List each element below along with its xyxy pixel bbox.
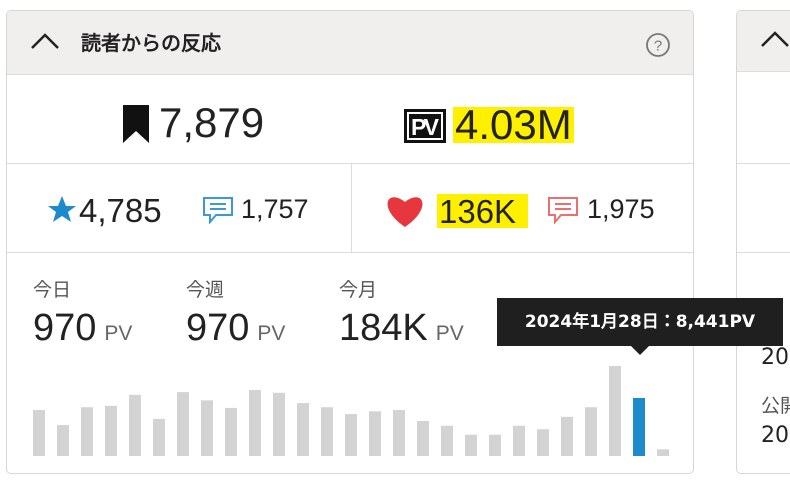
stat-value: 184K (339, 307, 428, 349)
side-value: 20 (761, 345, 789, 370)
bar[interactable] (561, 416, 573, 456)
panel-header (7, 11, 693, 75)
stat-label: 今月 (339, 279, 378, 301)
bar[interactable] (609, 366, 621, 456)
bar[interactable] (81, 407, 93, 456)
help-icon[interactable]: ? (645, 32, 671, 58)
bar[interactable] (297, 403, 309, 456)
daily-pv-chart (33, 366, 669, 456)
side-value: 20 (761, 423, 789, 448)
stat-label: 今日 (33, 279, 72, 301)
star-icon (48, 196, 76, 222)
bar[interactable] (57, 425, 69, 456)
bar[interactable] (273, 392, 285, 456)
collapse-icon[interactable] (29, 31, 63, 53)
stat-label: 今週 (186, 279, 225, 301)
bookmark-count: 7,879 (159, 99, 265, 146)
bar[interactable] (105, 405, 117, 456)
divider (7, 163, 693, 164)
bar[interactable] (657, 449, 669, 456)
bar[interactable] (513, 425, 525, 456)
svg-text:PV: PV (411, 114, 440, 140)
panel-header (737, 11, 790, 72)
bar[interactable] (369, 411, 381, 456)
tooltip-arrow (630, 345, 650, 355)
panel-title: 読者からの反応 (81, 31, 221, 55)
bar[interactable] (441, 425, 453, 456)
pv-count: 4.03M (453, 101, 574, 148)
comment-icon (548, 197, 578, 224)
divider (351, 163, 352, 252)
bar[interactable] (201, 400, 213, 456)
comment-icon (203, 197, 233, 224)
bar[interactable] (345, 414, 357, 456)
tooltip: 2024年1月28日：8,441PV (497, 298, 783, 346)
bar[interactable] (417, 420, 429, 456)
bar[interactable] (225, 407, 237, 456)
divider (7, 252, 693, 253)
bar[interactable] (489, 434, 501, 456)
heart-icon (387, 197, 423, 227)
stat-row: 184K PV (339, 305, 464, 351)
stat-row: 970 PV (33, 305, 132, 351)
stat-row: 970 PV (186, 305, 285, 351)
like-count: 136K (437, 194, 529, 230)
side-label: 公開 (761, 395, 790, 417)
like-comment-count: 1,975 (587, 194, 655, 224)
bar[interactable] (321, 407, 333, 456)
bar[interactable] (393, 409, 405, 456)
bar[interactable] (537, 429, 549, 456)
collapse-icon[interactable] (759, 29, 790, 51)
bar[interactable] (177, 392, 189, 456)
bar[interactable] (33, 409, 45, 456)
star-comment-count: 1,757 (241, 194, 309, 224)
divider (737, 252, 790, 253)
stat-unit: PV (435, 322, 464, 345)
stat-value: 970 (33, 307, 97, 349)
bar[interactable] (153, 418, 165, 456)
bar[interactable] (465, 434, 477, 456)
pv-icon: PV (404, 109, 446, 143)
side-panel: 統 20 公開 20 (736, 10, 790, 474)
stat-unit: PV (257, 322, 286, 345)
stat-value: 970 (186, 307, 250, 349)
star-count: 4,785 (79, 192, 162, 229)
divider (737, 163, 790, 164)
svg-text:?: ? (654, 38, 662, 55)
bookmark-icon (123, 105, 149, 143)
reactions-panel: 読者からの反応 ? 7,879 PV 4.03M 4,785 1,757 136… (6, 10, 694, 474)
bar[interactable] (633, 398, 645, 456)
bar[interactable] (585, 407, 597, 456)
bar[interactable] (249, 390, 261, 456)
bar[interactable] (129, 394, 141, 456)
stat-unit: PV (104, 322, 133, 345)
